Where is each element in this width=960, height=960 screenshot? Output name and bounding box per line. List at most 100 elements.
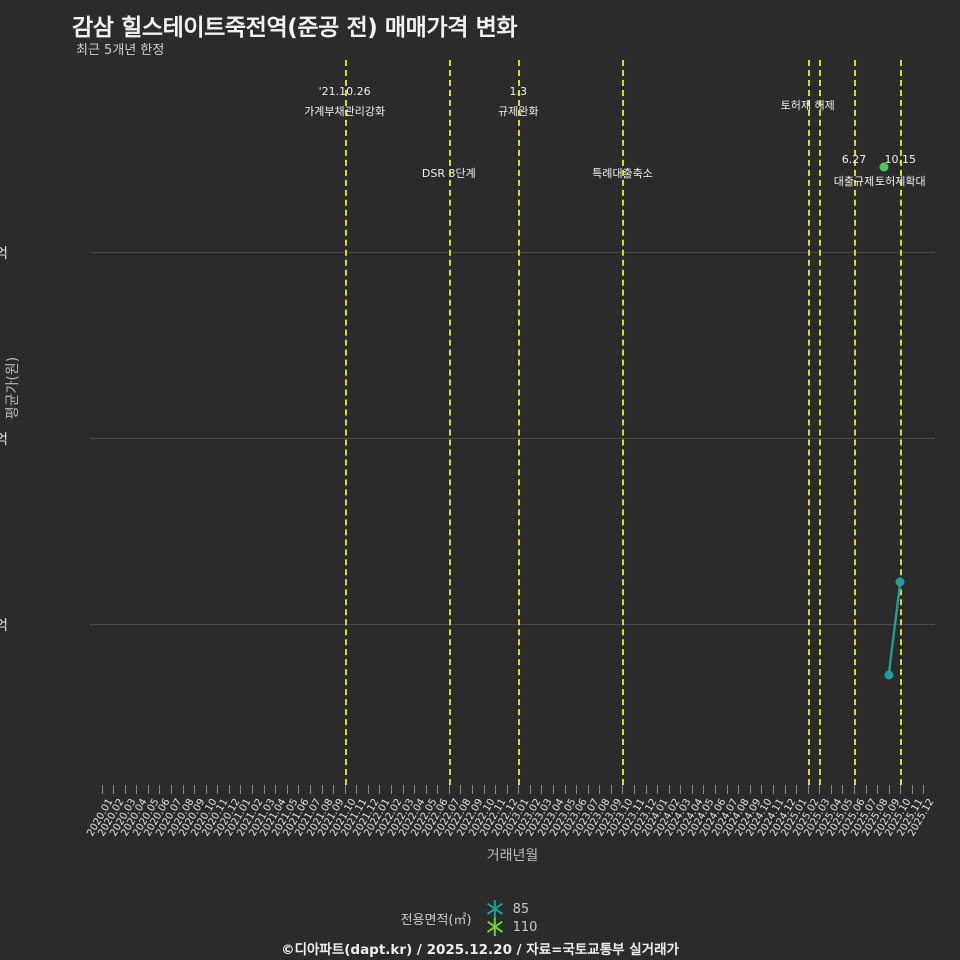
event-name-label: 토허제확대: [874, 175, 926, 188]
x-axis-tick: [240, 785, 242, 794]
legend: 전용면적(㎡) 85 110: [0, 900, 960, 936]
x-axis-tick: [900, 785, 902, 794]
x-axis-tick: [425, 785, 427, 794]
event-vline: [853, 60, 856, 785]
x-axis-tick: [622, 785, 624, 794]
x-axis-tick: [379, 785, 381, 794]
plot-area: 2020.01 2020.02 2020.03 2020.04 2020.05 2020.…: [85, 60, 937, 864]
x-axis-tick: [333, 785, 335, 794]
x-axis-tick: [437, 785, 439, 794]
x-axis-tick: [830, 785, 832, 794]
legend-item[interactable]: 110: [486, 918, 537, 936]
x-axis-tick: [356, 785, 358, 794]
y-axis-tick-label: 6.6억: [0, 618, 8, 634]
legend-item[interactable]: 85: [486, 900, 538, 918]
x-axis-tick: [471, 785, 473, 794]
x-axis-tick: [529, 785, 531, 794]
event-vline: [344, 60, 347, 785]
event-date-label: 1.3: [509, 85, 528, 98]
x-axis-tick: [101, 785, 103, 794]
x-axis-tick: [252, 785, 254, 794]
event-vline: [900, 60, 903, 785]
x-axis-tick: [796, 785, 798, 794]
event-name-label: 규제완화: [498, 105, 539, 118]
x-axis-tick: [402, 785, 404, 794]
event-vline: [819, 60, 822, 785]
x-axis-tick: [321, 785, 323, 794]
x-axis-tick: [414, 785, 416, 794]
x-axis-tick: [738, 785, 740, 794]
event-date-label: 6.27: [841, 153, 867, 166]
legend-label: 85: [512, 901, 530, 917]
x-axis-tick: [390, 785, 392, 794]
x-axis-tick: [171, 785, 173, 794]
x-axis-tick: [448, 785, 450, 794]
data-point[interactable]: [884, 670, 894, 680]
x-axis-tick: [645, 785, 647, 794]
x-axis-tick: [819, 785, 821, 794]
x-axis-tick: [923, 785, 925, 794]
x-axis-tick: [587, 785, 589, 794]
x-axis-tick: [205, 785, 207, 794]
x-axis-tick: [657, 785, 659, 794]
x-axis-tick: [275, 785, 277, 794]
x-axis-tick: [691, 785, 693, 794]
x-axis-tick: [761, 785, 763, 794]
x-axis-tick: [853, 785, 855, 794]
data-point[interactable]: [895, 577, 905, 587]
gridline: [90, 624, 935, 625]
y-axis-tick-label: 7.4억: [0, 246, 8, 262]
x-axis-tick: [553, 785, 554, 794]
x-axis-tick: [344, 785, 346, 794]
x-axis-tick: [217, 785, 219, 794]
event-vline: [518, 60, 521, 785]
event-vline: [448, 60, 451, 785]
x-axis-tick: [877, 785, 879, 794]
x-axis-tick: [182, 785, 184, 794]
page-subtitle: 최근 5개년 한정: [76, 43, 165, 58]
event-name-label: 가계부채관리강화: [304, 105, 386, 118]
series-lines: [887, 582, 902, 676]
gridline: [90, 252, 935, 253]
x-axis-tick: [865, 785, 867, 794]
x-axis-tick: [495, 785, 497, 794]
110-event-marker[interactable]: [879, 162, 889, 172]
x-axis-title: 거래년월: [486, 848, 539, 864]
x-axis-tick: [911, 785, 913, 794]
x-axis-tick: [263, 785, 265, 794]
legend-marker-icon: [486, 918, 504, 936]
legend-marker-icon: [486, 900, 504, 918]
legend-items: 85 110: [486, 900, 560, 936]
x-axis-tick: [610, 785, 612, 794]
x-axis-tick: [668, 785, 670, 794]
x-axis-tick: [599, 785, 601, 794]
event-name-label: 대출규제: [833, 175, 875, 188]
x-axis-tick: [634, 785, 636, 794]
x-axis-tick: [576, 785, 578, 794]
gridline: [90, 438, 935, 439]
x-axis-tick: [506, 785, 508, 794]
x-axis-tick: [680, 785, 682, 794]
x-axis-tick: [842, 785, 844, 794]
x-axis-tick: [136, 785, 138, 794]
event-date-label: 10.15: [884, 153, 917, 166]
x-axis-tick: [286, 785, 288, 794]
x-axis-tick: [784, 785, 786, 794]
x-axis-tick: [124, 785, 126, 794]
x-axis-tick: [541, 785, 543, 794]
x-axis-tick: [807, 785, 809, 794]
x-axis-tick: [194, 785, 196, 794]
x-axis-tick: [518, 785, 520, 794]
x-axis-tick: [367, 785, 369, 794]
event-name-label: 특례대출축소: [592, 167, 653, 180]
event-name-label: 토허제 해제: [780, 99, 835, 112]
x-axis-tick: [772, 785, 774, 794]
x-axis-tick: [309, 785, 311, 794]
series-line: [887, 582, 902, 676]
y-axis-tick-label: 7억: [0, 432, 8, 448]
x-axis-tick: [147, 785, 149, 794]
x-axis-tick: [298, 785, 300, 794]
event-vline: [622, 60, 625, 785]
x-axis-tick: [703, 785, 705, 794]
